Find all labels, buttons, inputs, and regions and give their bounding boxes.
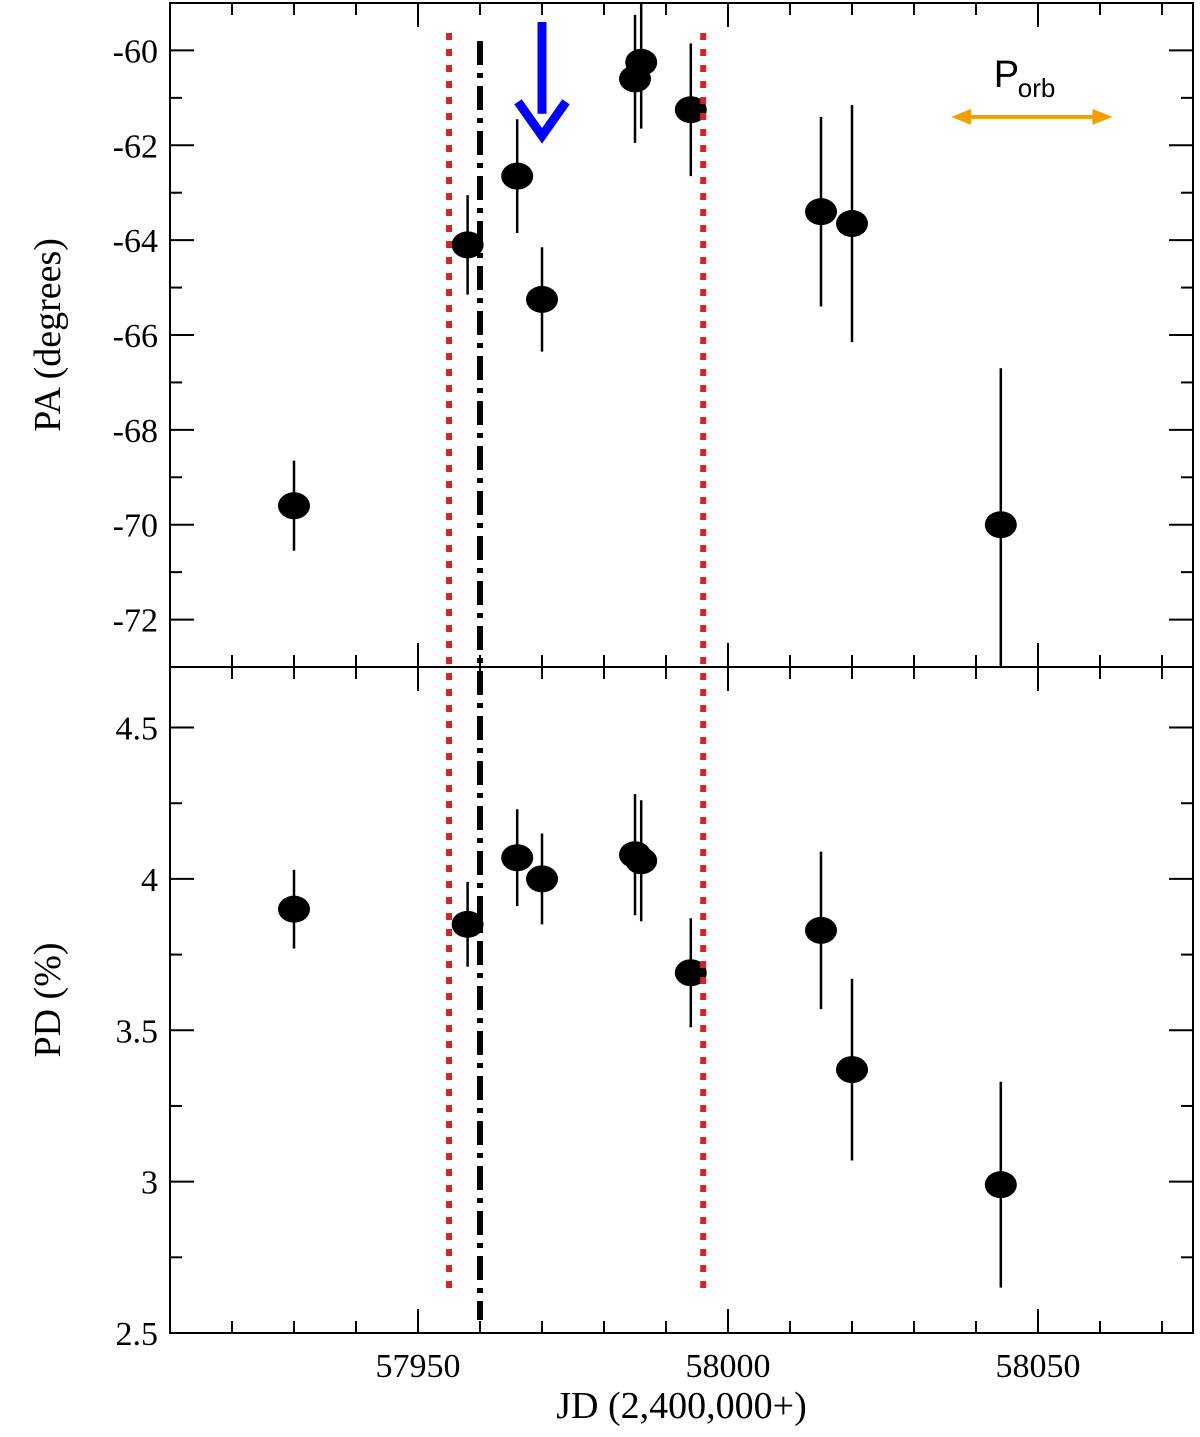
- pa-y-tick-label: -62: [113, 128, 158, 165]
- pd-data-point: [805, 916, 837, 944]
- pd-y-tick-label: 3.5: [116, 1013, 159, 1050]
- pd-y-tick-label: 4: [141, 862, 158, 899]
- porb-arrow-right-head: [1092, 108, 1113, 125]
- pa-data-point: [836, 210, 868, 238]
- pa-data-point: [278, 492, 310, 520]
- pa-y-tick-label: -72: [113, 603, 158, 640]
- pd-y-axis-label: PD (%): [27, 942, 69, 1057]
- pd-data-point: [984, 1171, 1017, 1199]
- pd-frame: [169, 666, 1194, 1334]
- porb-arrow-left-head: [951, 108, 972, 125]
- pa-data-point: [451, 231, 484, 259]
- pd-y-tick-label: 3: [141, 1165, 158, 1202]
- pd-y-tick-label: 2.5: [116, 1316, 159, 1353]
- pd-data-point: [278, 895, 310, 923]
- pa-data-point: [625, 48, 658, 76]
- pd-data-point: [625, 847, 658, 875]
- pa-y-axis-label: PA (degrees): [27, 238, 69, 432]
- pa-y-tick-label: -64: [113, 223, 158, 260]
- pd-panel: 4.5 4 3.5 3 2.5 57950 58000 58050: [116, 666, 1194, 1385]
- x-axis-label: JD (2,400,000+): [556, 1385, 806, 1427]
- reference-lines: [446, 33, 707, 1320]
- porb-label-subscript: orb: [1018, 73, 1056, 103]
- pa-data-point: [526, 285, 558, 313]
- pa-data-point: [805, 198, 837, 226]
- x-tick-label: 58000: [686, 1348, 771, 1385]
- porb-label: P: [994, 54, 1019, 96]
- pd-data-point: [451, 910, 484, 938]
- pa-y-tick-label: -70: [113, 508, 158, 545]
- pd-data-point: [674, 959, 707, 987]
- pa-panel: -60 -62 -64 -66 -68 -70 -72: [113, 2, 1194, 691]
- pa-y-tick-label: -66: [113, 318, 158, 355]
- pa-y-tick-label: -68: [113, 413, 158, 450]
- down-arrow-icon: [514, 99, 570, 144]
- pd-y-tick-label: 4.5: [116, 711, 159, 748]
- pa-data-point: [984, 511, 1017, 539]
- pd-data-point: [836, 1056, 868, 1084]
- pd-data-point: [501, 844, 534, 872]
- pd-data-point: [526, 865, 558, 893]
- x-tick-label: 57950: [376, 1348, 461, 1385]
- pa-data-point: [674, 96, 707, 124]
- pa-data-point: [501, 162, 534, 190]
- x-tick-label: 58050: [996, 1348, 1081, 1385]
- pa-y-tick-label: -60: [113, 33, 158, 70]
